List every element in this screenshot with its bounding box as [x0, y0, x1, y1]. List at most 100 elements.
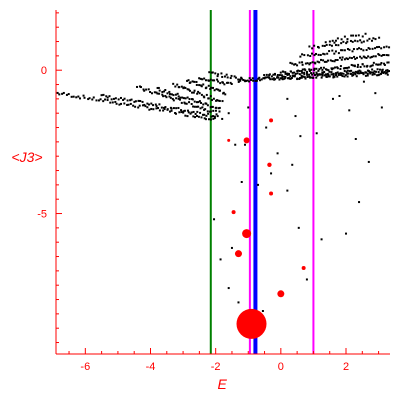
data-point — [304, 77, 307, 80]
data-point — [207, 118, 210, 121]
data-point — [178, 111, 181, 114]
data-point — [240, 181, 243, 183]
data-point — [332, 74, 335, 77]
data-point — [61, 92, 64, 95]
data-point — [229, 81, 232, 84]
data-point — [120, 102, 123, 105]
data-point — [303, 73, 306, 76]
data-point — [387, 61, 390, 64]
data-point — [184, 114, 187, 117]
data-point — [177, 106, 180, 109]
data-point — [158, 89, 161, 92]
data-point — [238, 78, 241, 81]
data-point — [378, 68, 381, 71]
data-point — [325, 60, 328, 63]
data-point — [175, 97, 178, 100]
data-point — [92, 96, 95, 99]
data-point — [196, 110, 199, 113]
data-point — [359, 65, 362, 68]
data-point — [359, 70, 362, 73]
data-point — [202, 103, 205, 106]
data-point — [146, 102, 149, 105]
data-point — [380, 106, 383, 109]
data-point — [333, 52, 336, 55]
data-point — [334, 44, 337, 47]
data-point — [75, 96, 78, 99]
red-marker — [227, 138, 231, 142]
data-point — [361, 63, 364, 66]
data-point — [197, 105, 200, 108]
data-point — [300, 76, 303, 79]
data-point — [219, 89, 222, 92]
data-point — [343, 58, 346, 61]
data-point — [79, 97, 82, 100]
data-point — [119, 96, 122, 99]
data-point — [176, 83, 179, 86]
data-point — [289, 77, 292, 80]
data-point — [154, 103, 157, 106]
data-point — [358, 47, 361, 50]
y-axis-title: <J3> — [11, 149, 42, 165]
data-point — [199, 77, 202, 80]
data-point — [369, 56, 372, 59]
data-point — [353, 55, 356, 58]
data-point — [197, 90, 200, 93]
data-point — [189, 81, 192, 84]
data-point — [186, 109, 189, 112]
data-point — [370, 55, 373, 58]
data-point — [302, 75, 305, 78]
data-point — [324, 73, 327, 76]
data-point — [156, 92, 159, 95]
data-point — [330, 71, 333, 74]
data-point — [227, 81, 230, 84]
data-point — [162, 95, 165, 98]
tick-labels: -6 -4 -2 0 2 0 -5 — [37, 65, 349, 373]
data-point — [88, 97, 91, 100]
data-point — [296, 64, 299, 67]
data-point — [353, 65, 356, 68]
data-point — [325, 68, 328, 71]
data-point — [364, 74, 367, 77]
data-point — [139, 100, 142, 103]
data-point — [197, 101, 200, 104]
data-point — [340, 42, 343, 45]
data-point — [314, 52, 317, 55]
data-point — [190, 111, 193, 114]
data-point — [209, 78, 212, 81]
data-point — [198, 92, 201, 95]
data-point — [306, 73, 309, 76]
data-point — [364, 32, 367, 35]
data-point — [376, 68, 379, 71]
data-point — [358, 72, 361, 75]
data-point — [345, 232, 348, 235]
data-point — [297, 69, 300, 72]
data-point — [341, 49, 344, 52]
data-point — [325, 43, 328, 46]
data-point — [170, 93, 173, 96]
data-point — [327, 59, 330, 62]
data-point — [306, 54, 309, 57]
data-point — [371, 64, 374, 67]
data-point — [322, 59, 325, 62]
red-marker — [231, 210, 236, 215]
data-point — [147, 103, 150, 106]
data-point — [276, 152, 279, 155]
data-point — [321, 72, 324, 75]
data-point — [155, 105, 158, 108]
data-point — [315, 71, 318, 74]
data-point — [316, 60, 319, 63]
data-point — [213, 117, 216, 120]
data-point — [252, 79, 255, 82]
red-marker — [243, 137, 250, 144]
data-point — [137, 99, 140, 102]
data-point — [340, 49, 343, 52]
data-point — [136, 85, 139, 88]
data-point — [163, 90, 166, 93]
data-point — [337, 52, 340, 55]
data-point — [268, 73, 271, 76]
data-point — [180, 111, 183, 114]
data-point — [331, 49, 334, 52]
data-point — [197, 115, 200, 118]
data-point — [201, 113, 204, 116]
data-point — [182, 111, 185, 114]
